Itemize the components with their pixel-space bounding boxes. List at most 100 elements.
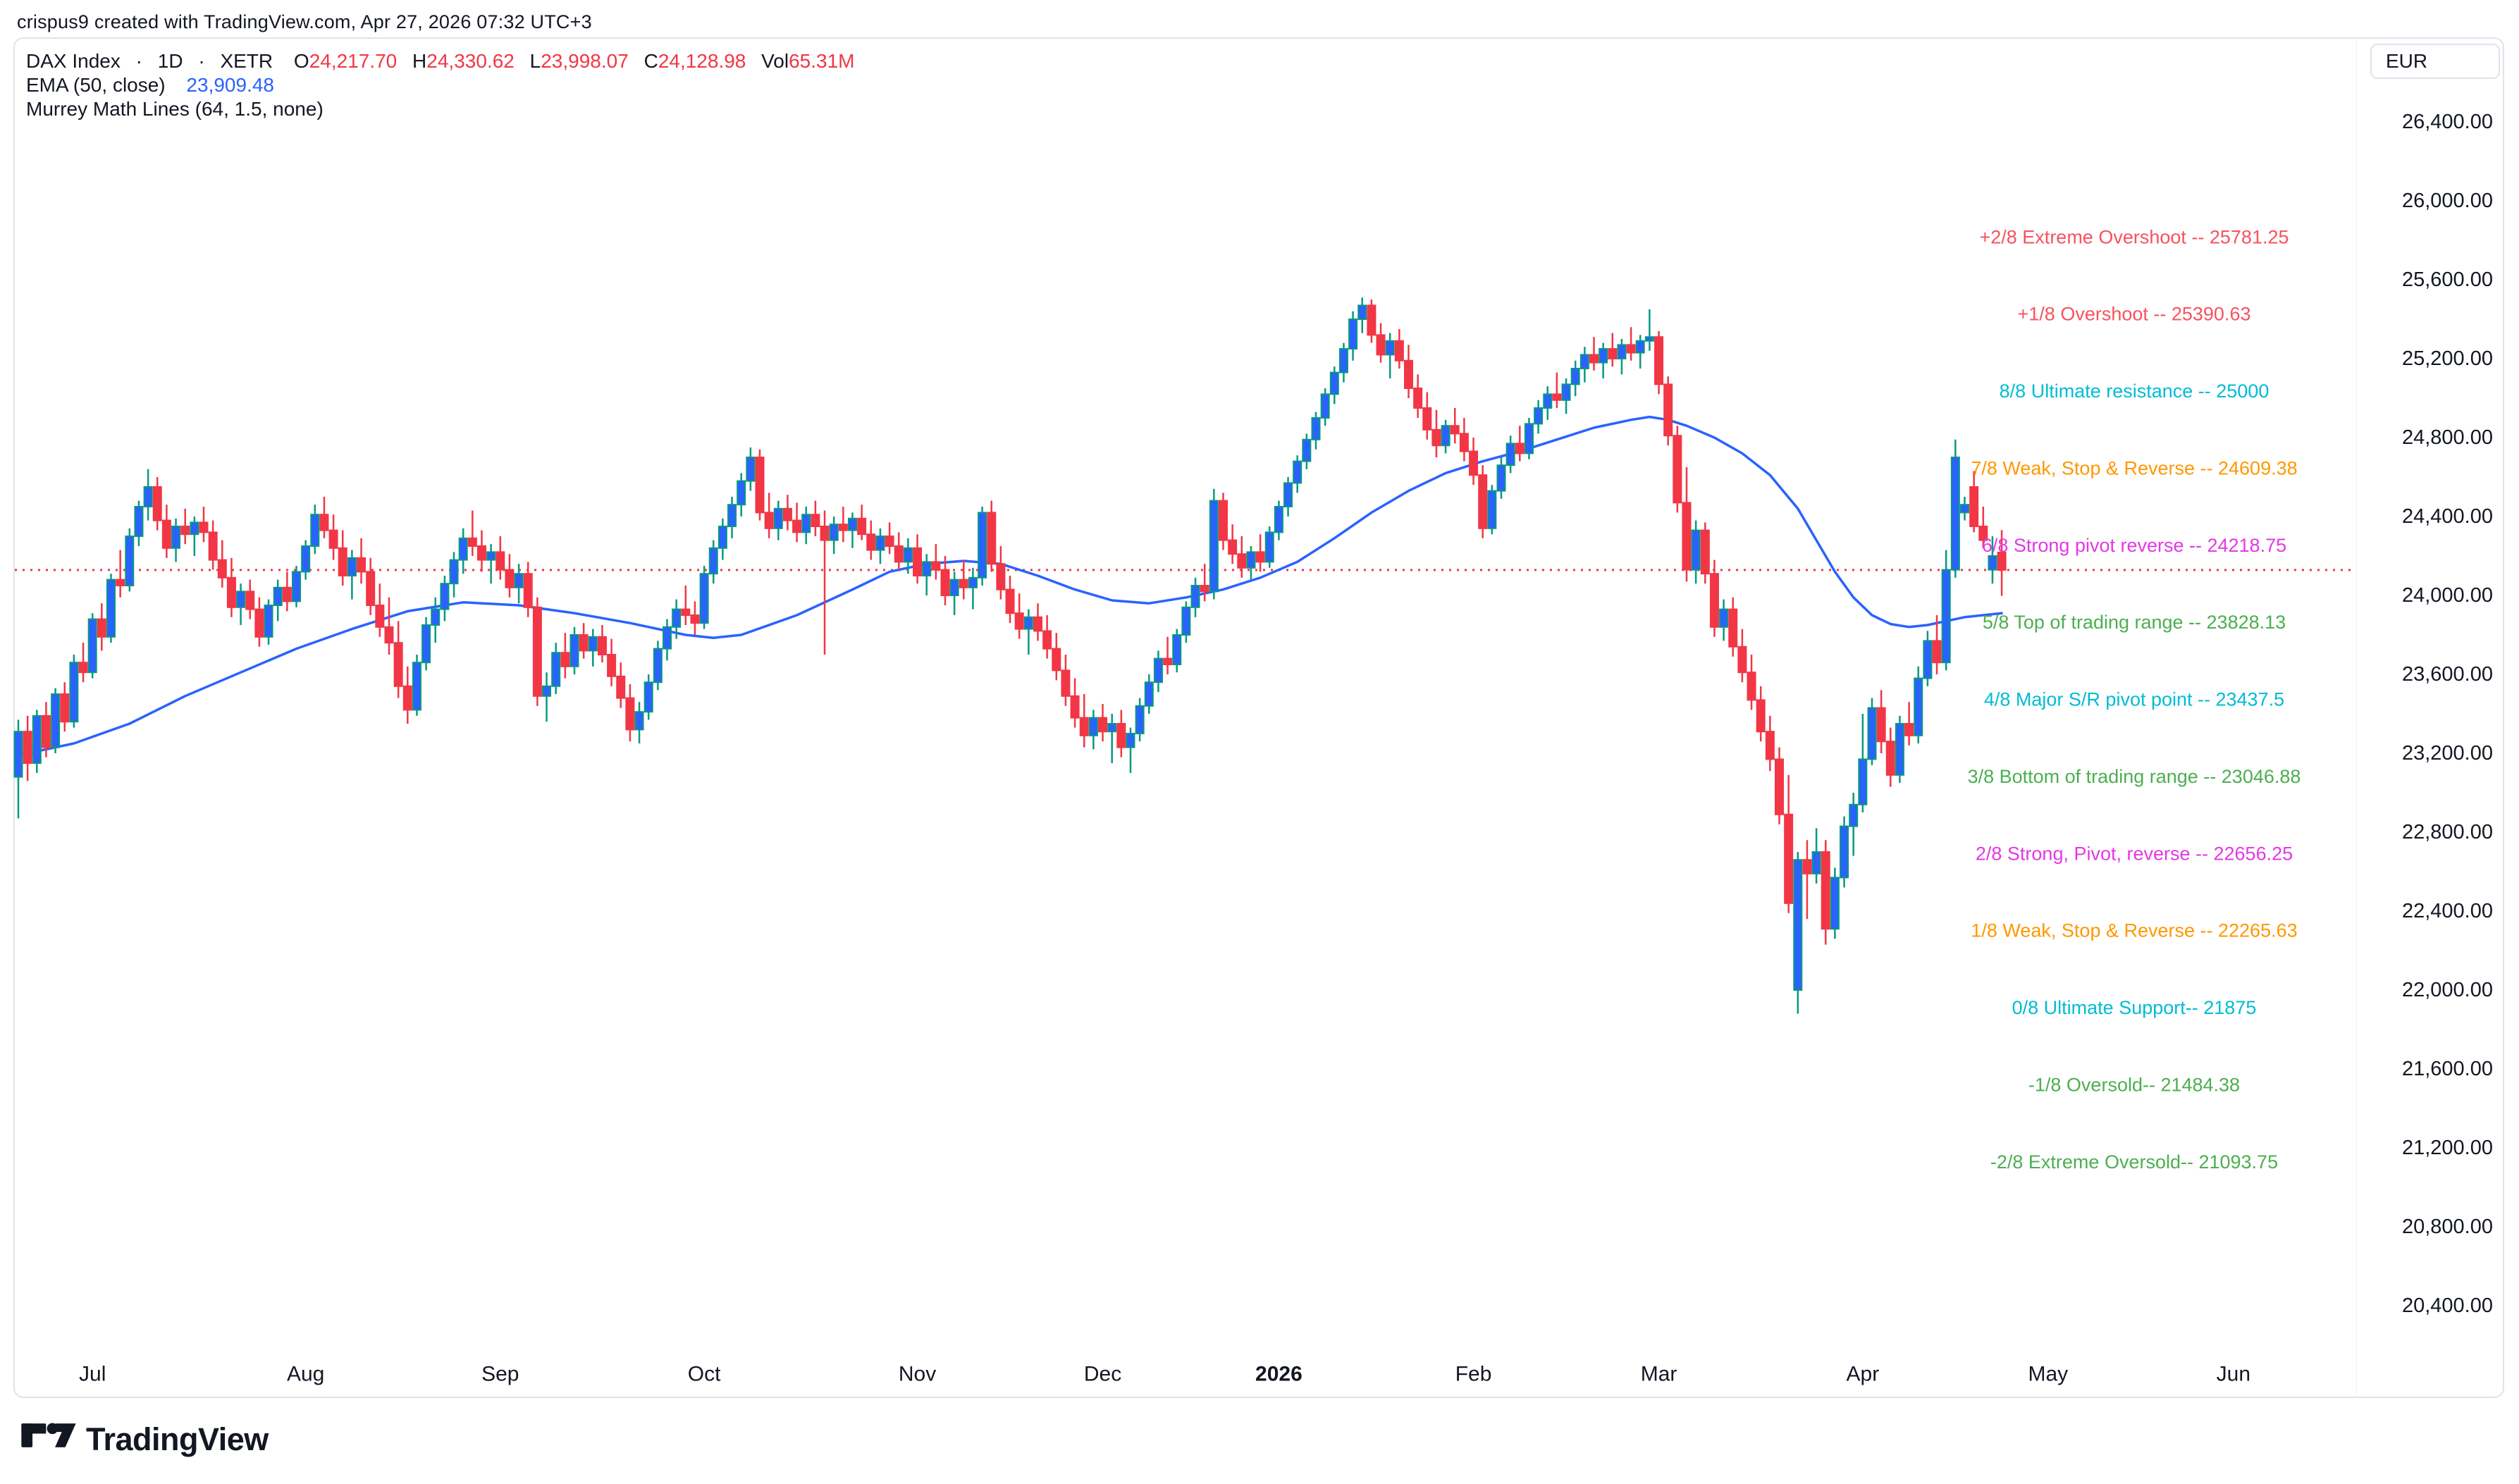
currency-button[interactable]: EUR [2370, 44, 2500, 79]
candle-up [1941, 569, 1951, 664]
candle-up [87, 618, 97, 674]
open-value: 24,217.70 [309, 50, 398, 72]
candle-down [913, 547, 923, 576]
candle-down [60, 693, 70, 723]
candle-wick [1203, 564, 1206, 602]
candle-down [1219, 500, 1228, 541]
candle-up [1719, 608, 1729, 628]
candle-down [375, 605, 385, 628]
time-axis-label[interactable]: May [2028, 1363, 2069, 1386]
candle-wick [1388, 333, 1391, 378]
murrey-level-label: -1/8 Oversold-- 21484.38 [2028, 1074, 2240, 1095]
time-axis-label[interactable]: Oct [688, 1363, 721, 1386]
price-axis-label[interactable]: 20,400.00 [2402, 1294, 2493, 1317]
price-axis-label[interactable]: 22,000.00 [2402, 979, 2493, 1001]
candle-up [1867, 707, 1877, 760]
legend-symbol-row[interactable]: DAX Index · 1D · XETR O24,217.70 H24,330… [26, 49, 855, 73]
price-axis-label[interactable]: 24,800.00 [2402, 426, 2493, 449]
price-axis-label[interactable]: 23,600.00 [2402, 663, 2493, 686]
time-axis-label[interactable]: Jul [79, 1363, 106, 1386]
candle-up [1135, 705, 1145, 734]
candle-down [885, 536, 894, 547]
candle-up [1858, 758, 1868, 805]
time-axis-label[interactable]: Aug [287, 1363, 324, 1386]
candle-down [161, 519, 171, 549]
candle-down [282, 586, 292, 602]
legend-murrey-row[interactable]: Murrey Math Lines (64, 1.5, none) [26, 97, 855, 121]
price-axis-label[interactable]: 23,200.00 [2402, 742, 2493, 765]
candle-up [1385, 340, 1395, 356]
open-label: O [293, 50, 309, 72]
candle-wick [1028, 609, 1030, 655]
candle-down [1673, 435, 1682, 504]
candle-up [829, 524, 839, 541]
candle-down [1904, 723, 1914, 736]
candle-down [208, 531, 218, 561]
murrey-level-label: 0/8 Ultimate Support-- 21875 [2012, 997, 2257, 1018]
price-axis-label[interactable]: 24,400.00 [2402, 505, 2493, 528]
candle-down [1061, 669, 1071, 697]
candle-up [727, 504, 737, 528]
time-axis-label[interactable]: 2026 [1255, 1363, 1302, 1386]
murrey-level-label: 5/8 Top of trading range -- 23828.13 [1983, 612, 2286, 633]
murrey-level-label: 7/8 Weak, Stop & Reverse -- 24609.38 [1971, 457, 2297, 478]
candle-up [663, 626, 672, 650]
candle-up [746, 457, 756, 482]
price-axis-label[interactable]: 22,800.00 [2402, 821, 2493, 843]
time-axis-label[interactable]: Jun [2217, 1363, 2250, 1386]
candle-up [653, 648, 663, 684]
tradingview-logo[interactable]: TradingView [21, 1415, 269, 1464]
candle-up [1153, 657, 1163, 684]
low-value: 23,998.07 [541, 50, 629, 72]
candle-down [597, 636, 607, 655]
candle-down [1404, 359, 1413, 389]
symbol-title: DAX Index [26, 50, 121, 72]
candle-down [1116, 723, 1126, 748]
chart-card-border [13, 37, 2504, 1398]
candle-wick [1129, 727, 1132, 773]
price-axis-label[interactable]: 21,600.00 [2402, 1058, 2493, 1080]
candle-down [495, 551, 505, 571]
candle-wick [1806, 840, 1809, 920]
candle-down [1228, 539, 1238, 555]
murrey-level-label: +2/8 Extreme Overshoot -- 25781.25 [1980, 226, 2289, 247]
price-axis-label[interactable]: 26,000.00 [2402, 190, 2493, 212]
candle-down [226, 576, 236, 608]
candle-down [820, 526, 830, 541]
price-axis-label[interactable]: 21,200.00 [2402, 1137, 2493, 1159]
time-axis-label[interactable]: Mar [1641, 1363, 1677, 1386]
candle-up [1524, 423, 1534, 455]
price-axis-label[interactable]: 22,400.00 [2402, 900, 2493, 922]
candle-up [1543, 393, 1553, 409]
candle-up [1311, 417, 1321, 440]
candle-down [1042, 630, 1052, 650]
time-axis-label[interactable]: Feb [1455, 1363, 1492, 1386]
candle-up [1561, 383, 1571, 401]
legend: DAX Index · 1D · XETR O24,217.70 H24,330… [26, 49, 855, 121]
price-axis-label[interactable]: 20,800.00 [2402, 1216, 2493, 1238]
candle-up [1793, 859, 1803, 991]
murrey-label: Murrey Math Lines (64, 1.5, none) [26, 98, 324, 120]
candle-up [1617, 344, 1627, 359]
candle-up [431, 608, 441, 626]
time-axis-label[interactable]: Dec [1084, 1363, 1121, 1386]
price-axis-label[interactable]: 24,000.00 [2402, 584, 2493, 607]
price-axis-label[interactable]: 25,600.00 [2402, 268, 2493, 291]
candle-up [634, 711, 644, 731]
candle-down [1163, 657, 1173, 665]
candle-down [1997, 551, 2007, 571]
legend-ema-row[interactable]: EMA (50, close) 23,909.48 [26, 73, 855, 97]
candle-down [199, 521, 209, 533]
candle-up [514, 573, 524, 588]
time-axis-label[interactable]: Apr [1847, 1363, 1880, 1386]
candle-down [755, 457, 765, 514]
price-axis-label[interactable]: 25,200.00 [2402, 347, 2493, 370]
candle-up [301, 545, 311, 573]
candle-up [51, 693, 61, 748]
price-axis-label[interactable]: 26,400.00 [2402, 111, 2493, 133]
time-axis-label[interactable]: Nov [899, 1363, 936, 1386]
time-axis-label[interactable]: Sep [481, 1363, 519, 1386]
candle-up [1895, 723, 1904, 776]
candle-down [23, 731, 32, 764]
